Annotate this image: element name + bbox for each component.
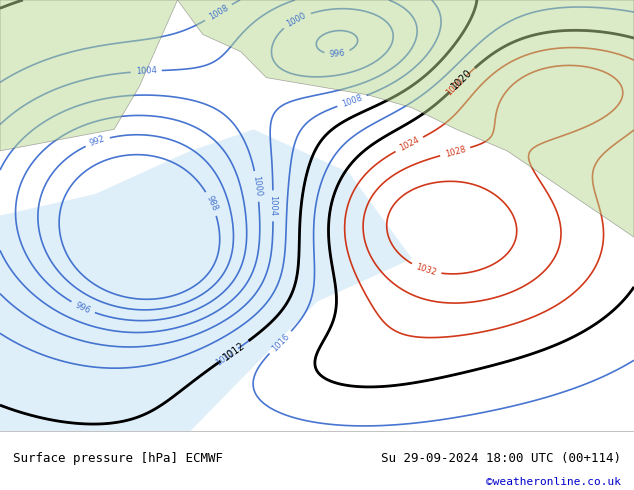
- Text: ©weatheronline.co.uk: ©weatheronline.co.uk: [486, 477, 621, 487]
- Text: 1016: 1016: [269, 332, 291, 353]
- Text: 1000: 1000: [251, 175, 263, 197]
- Text: 1020: 1020: [450, 68, 475, 92]
- Text: 1012: 1012: [222, 340, 248, 362]
- Text: 1020: 1020: [444, 76, 466, 97]
- Text: 1028: 1028: [444, 145, 467, 159]
- Text: 996: 996: [329, 49, 346, 59]
- Text: 1004: 1004: [268, 196, 278, 217]
- Polygon shape: [0, 129, 412, 431]
- Text: 1004: 1004: [136, 66, 157, 76]
- Text: 1024: 1024: [398, 135, 420, 153]
- Polygon shape: [0, 0, 634, 237]
- Text: 996: 996: [74, 300, 92, 315]
- Text: 1008: 1008: [340, 93, 363, 109]
- Text: 1000: 1000: [285, 11, 308, 28]
- Text: Su 29-09-2024 18:00 UTC (00+114): Su 29-09-2024 18:00 UTC (00+114): [381, 452, 621, 465]
- Text: Surface pressure [hPa] ECMWF: Surface pressure [hPa] ECMWF: [13, 452, 223, 465]
- Text: 1008: 1008: [207, 3, 230, 22]
- Text: 1032: 1032: [415, 262, 437, 277]
- Text: 988: 988: [204, 195, 219, 213]
- Text: 1012: 1012: [214, 348, 236, 368]
- Text: 992: 992: [89, 135, 107, 148]
